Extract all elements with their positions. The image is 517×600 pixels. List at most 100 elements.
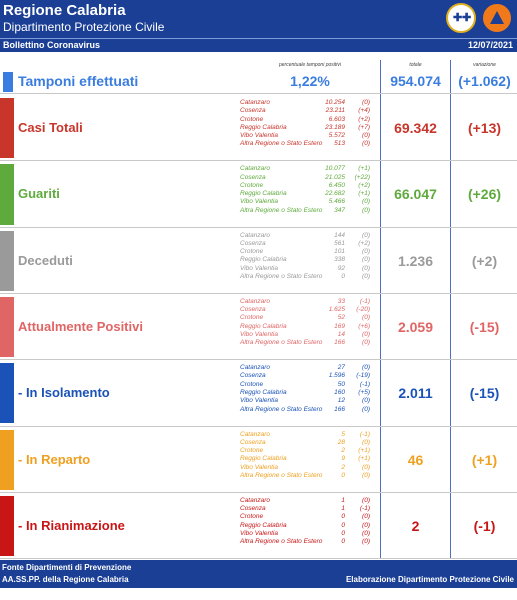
province-delta: (0) xyxy=(362,314,370,322)
province-row: Reggio Calabria 338 (0) xyxy=(240,256,375,264)
province-delta: (0) xyxy=(362,521,370,529)
province-value: 101 xyxy=(334,248,345,256)
province-value: 33 xyxy=(337,297,345,305)
province-delta: (0) xyxy=(362,405,370,413)
province-value: 0 xyxy=(341,521,345,529)
section-label: - In Reparto xyxy=(18,451,91,467)
total-column-header: totale xyxy=(409,62,422,68)
province-name: Crotone xyxy=(240,115,264,123)
separator xyxy=(0,226,517,228)
province-delta: (+6) xyxy=(358,322,370,330)
section-label: - In Isolamento xyxy=(18,385,110,401)
province-list: Catanzaro 10.254 (0) Cosenza 23.211 (+4) Croto… xyxy=(240,99,375,149)
province-delta: (0) xyxy=(362,264,370,272)
province-name: Altra Regione o Stato Estero xyxy=(240,339,323,347)
province-row: Vibo Valentia 14 (0) xyxy=(240,331,375,339)
separator xyxy=(0,491,517,493)
province-value: 513 xyxy=(334,140,345,148)
province-name: Crotone xyxy=(240,248,264,256)
province-name: Crotone xyxy=(240,380,264,388)
province-row: Reggio Calabria 9 (+1) xyxy=(240,455,375,463)
section-variation: (-1) xyxy=(473,517,496,534)
province-name: Cosenza xyxy=(240,239,266,247)
province-name: Catanzaro xyxy=(240,430,270,438)
section-label: Guariti xyxy=(18,186,60,202)
province-delta: (0) xyxy=(362,248,370,256)
province-row: Crotone 0 (0) xyxy=(240,513,375,521)
section-variation: (+26) xyxy=(467,186,502,203)
province-name: Crotone xyxy=(240,181,264,189)
province-value: 10.077 xyxy=(325,165,345,173)
variation-column-header: variazione xyxy=(473,62,496,68)
region-logo-icon: ✚ ✚ xyxy=(446,3,476,33)
province-value: 0 xyxy=(341,273,345,281)
section-color-block xyxy=(0,363,14,424)
province-delta: (-1) xyxy=(359,430,370,438)
province-value: 1 xyxy=(341,505,345,513)
province-delta: (0) xyxy=(362,273,370,281)
bulletin-bar: Bollettino Coronavirus 12/07/2021 xyxy=(0,38,517,52)
header: Regione Calabria Dipartimento Protezione… xyxy=(0,0,517,38)
province-delta: (-1) xyxy=(359,505,370,513)
province-value: 6.603 xyxy=(328,115,345,123)
province-list: Catanzaro 5 (-1) Cosenza 28 (0) Crotone 2 (+1) Re… xyxy=(240,431,375,481)
province-value: 5.572 xyxy=(328,132,345,140)
province-delta: (0) xyxy=(362,471,370,479)
province-name: Cosenza xyxy=(240,107,266,115)
province-value: 50 xyxy=(337,380,345,388)
province-delta: (0) xyxy=(362,364,370,372)
province-value: 0 xyxy=(341,513,345,521)
section-total: 69.342 xyxy=(394,120,437,137)
tamponi-total: 954.074 xyxy=(390,73,441,89)
province-delta: (0) xyxy=(362,198,370,206)
province-delta: (0) xyxy=(362,397,370,405)
section-variation: (+2) xyxy=(471,252,498,269)
province-name: Reggio Calabria xyxy=(240,256,287,264)
province-name: Altra Regione o Stato Estero xyxy=(240,140,323,148)
section-variation: (-15) xyxy=(469,319,500,336)
tamponi-label: Tamponi effettuati xyxy=(18,73,139,89)
province-row: Crotone 6.450 (+2) xyxy=(240,182,375,190)
province-name: Catanzaro xyxy=(240,99,270,106)
province-value: 169 xyxy=(334,322,345,330)
province-name: Altra Regione o Stato Estero xyxy=(240,405,323,413)
footer-source-line1: Fonte Dipartimenti di Prevenzione xyxy=(2,563,132,572)
province-name: Vibo Valentia xyxy=(240,264,278,272)
province-name: Vibo Valentia xyxy=(240,529,278,537)
province-name: Crotone xyxy=(240,513,264,521)
province-row: Cosenza 1 (-1) xyxy=(240,505,375,513)
province-name: Vibo Valentia xyxy=(240,331,278,339)
bulletin-label: Bollettino Coronavirus xyxy=(3,40,101,50)
province-value: 160 xyxy=(334,389,345,397)
province-name: Cosenza xyxy=(240,173,266,181)
province-value: 92 xyxy=(337,264,345,272)
province-name: Reggio Calabria xyxy=(240,521,287,529)
province-name: Altra Regione o Stato Estero xyxy=(240,471,323,479)
province-delta: (0) xyxy=(362,331,370,339)
section-label: Casi Totali xyxy=(18,120,83,136)
province-value: 166 xyxy=(334,405,345,413)
province-row: Crotone 2 (+1) xyxy=(240,447,375,455)
province-value: 0 xyxy=(341,471,345,479)
province-name: Catanzaro xyxy=(240,364,270,372)
province-value: 561 xyxy=(334,239,345,247)
section-label: - In Rianimazione xyxy=(18,517,125,533)
province-name: Cosenza xyxy=(240,438,266,446)
province-value: 1.625 xyxy=(328,306,345,314)
province-value: 5.466 xyxy=(328,198,345,206)
province-value: 5 xyxy=(341,430,345,438)
footer: Fonte Dipartimenti di Prevenzione AA.SS.… xyxy=(0,560,517,588)
province-delta: (0) xyxy=(362,256,370,264)
province-name: Cosenza xyxy=(240,505,266,513)
section-total: 2.011 xyxy=(398,385,433,402)
province-row: Catanzaro 5 (-1) xyxy=(240,431,375,439)
province-delta: (0) xyxy=(362,339,370,347)
province-row: Crotone 52 (0) xyxy=(240,314,375,322)
province-row: Catanzaro 27 (0) xyxy=(240,364,375,372)
separator xyxy=(0,160,517,162)
province-row: Vibo Valentia 0 (0) xyxy=(240,530,375,538)
province-row: Cosenza 21.025 (+22) xyxy=(240,174,375,182)
province-row: Reggio Calabria 22.682 (+1) xyxy=(240,190,375,198)
province-row: Altra Regione o Stato Estero 0 (0) xyxy=(240,273,375,281)
province-row: Altra Regione o Stato Estero 0 (0) xyxy=(240,538,375,546)
